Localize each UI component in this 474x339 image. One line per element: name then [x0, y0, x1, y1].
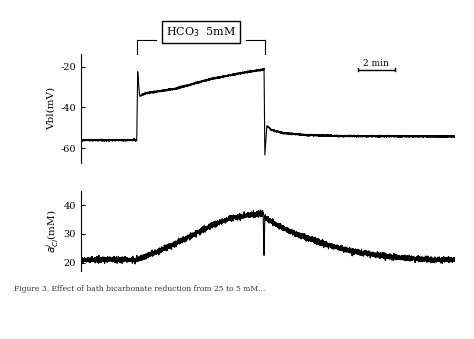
Text: Figure 3. Effect of bath bicarbonate reduction from 25 to 5 mM...: Figure 3. Effect of bath bicarbonate red…	[14, 285, 265, 293]
Y-axis label: $a^i_{Cl}$(mM): $a^i_{Cl}$(mM)	[44, 209, 61, 253]
Text: 2 min: 2 min	[364, 59, 389, 68]
Text: HCO$_3$  5mM: HCO$_3$ 5mM	[166, 25, 236, 39]
Y-axis label: Vbl(mV): Vbl(mV)	[47, 87, 56, 130]
